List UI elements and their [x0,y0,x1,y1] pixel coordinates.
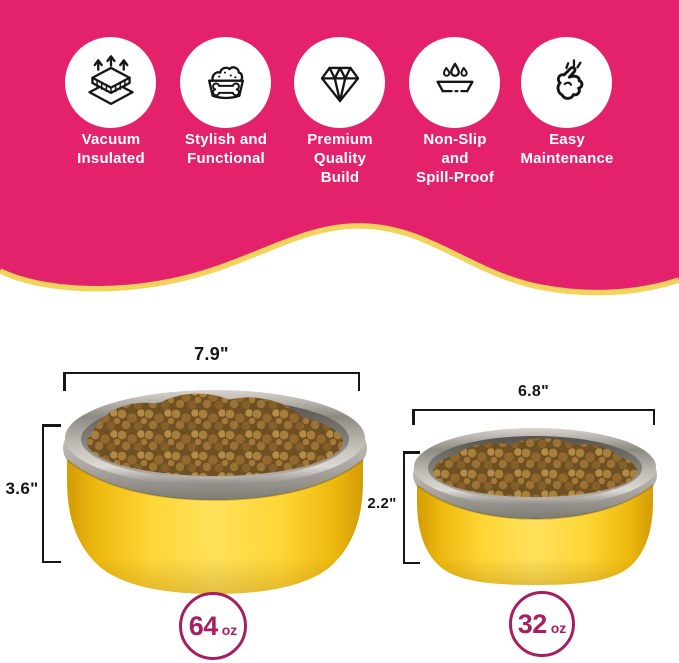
feature-label-easy-maintenance: Easy Maintenance [520,131,614,168]
bracket-tick [412,411,415,425]
feature-premium-quality [294,37,385,128]
small-bowl-photo [413,428,657,585]
feature-circle [294,37,385,128]
feature-circle [409,37,500,128]
bracket-tick [44,424,61,427]
feature-circle [180,37,271,128]
large-bowl-height-bracket [42,424,61,563]
large-bowl-photo [63,390,367,594]
capacity-unit: oz [221,622,238,638]
snapping-fingers-icon [556,58,583,100]
large-bowl-width-label: 7.9" [194,344,229,364]
feature-vacuum-insulated [65,37,156,128]
bracket-tick [652,411,655,425]
feature-label-premium-quality: Premium Quality Build [307,131,373,187]
small-bowl-width-bracket [412,409,655,425]
feature-easy-maintenance [521,37,612,128]
large-bowl-capacity-badge: 64 oz [179,592,247,660]
bracket-tick [44,560,61,563]
feature-label-stylish-functional: Stylish and Functional [184,131,268,168]
feature-circle [521,37,612,128]
small-bowl-width-label: 6.8" [517,383,550,400]
large-bowl-height-label: 3.6" [5,479,39,498]
vacuum-insulated-icon [87,54,134,105]
feature-stylish-functional [180,37,271,128]
feature-label-non-slip: Non-Slip and Spill-Proof [415,131,495,187]
feature-label-vacuum-insulated: Vacuum Insulated [77,131,145,168]
hero-wave-background [0,0,679,296]
water-drops-dish-icon [435,62,474,92]
bracket-tick [405,561,420,564]
large-bowl-width-bracket [63,372,360,391]
small-bowl-height-label: 2.2" [367,495,397,512]
capacity-value: 32 [517,608,548,639]
small-bowl-capacity-badge: 32 oz [509,591,575,657]
small-bowl-height-bracket [403,451,420,564]
feature-circle [65,37,156,128]
bracket-tick [63,374,66,391]
dog-food-bowl-icon [207,65,244,99]
diamond-icon [320,66,359,102]
bracket-tick [357,374,360,391]
bracket-tick [405,451,420,454]
feature-non-slip [409,37,500,128]
capacity-unit: oz [550,620,567,636]
capacity-value: 64 [188,610,219,641]
